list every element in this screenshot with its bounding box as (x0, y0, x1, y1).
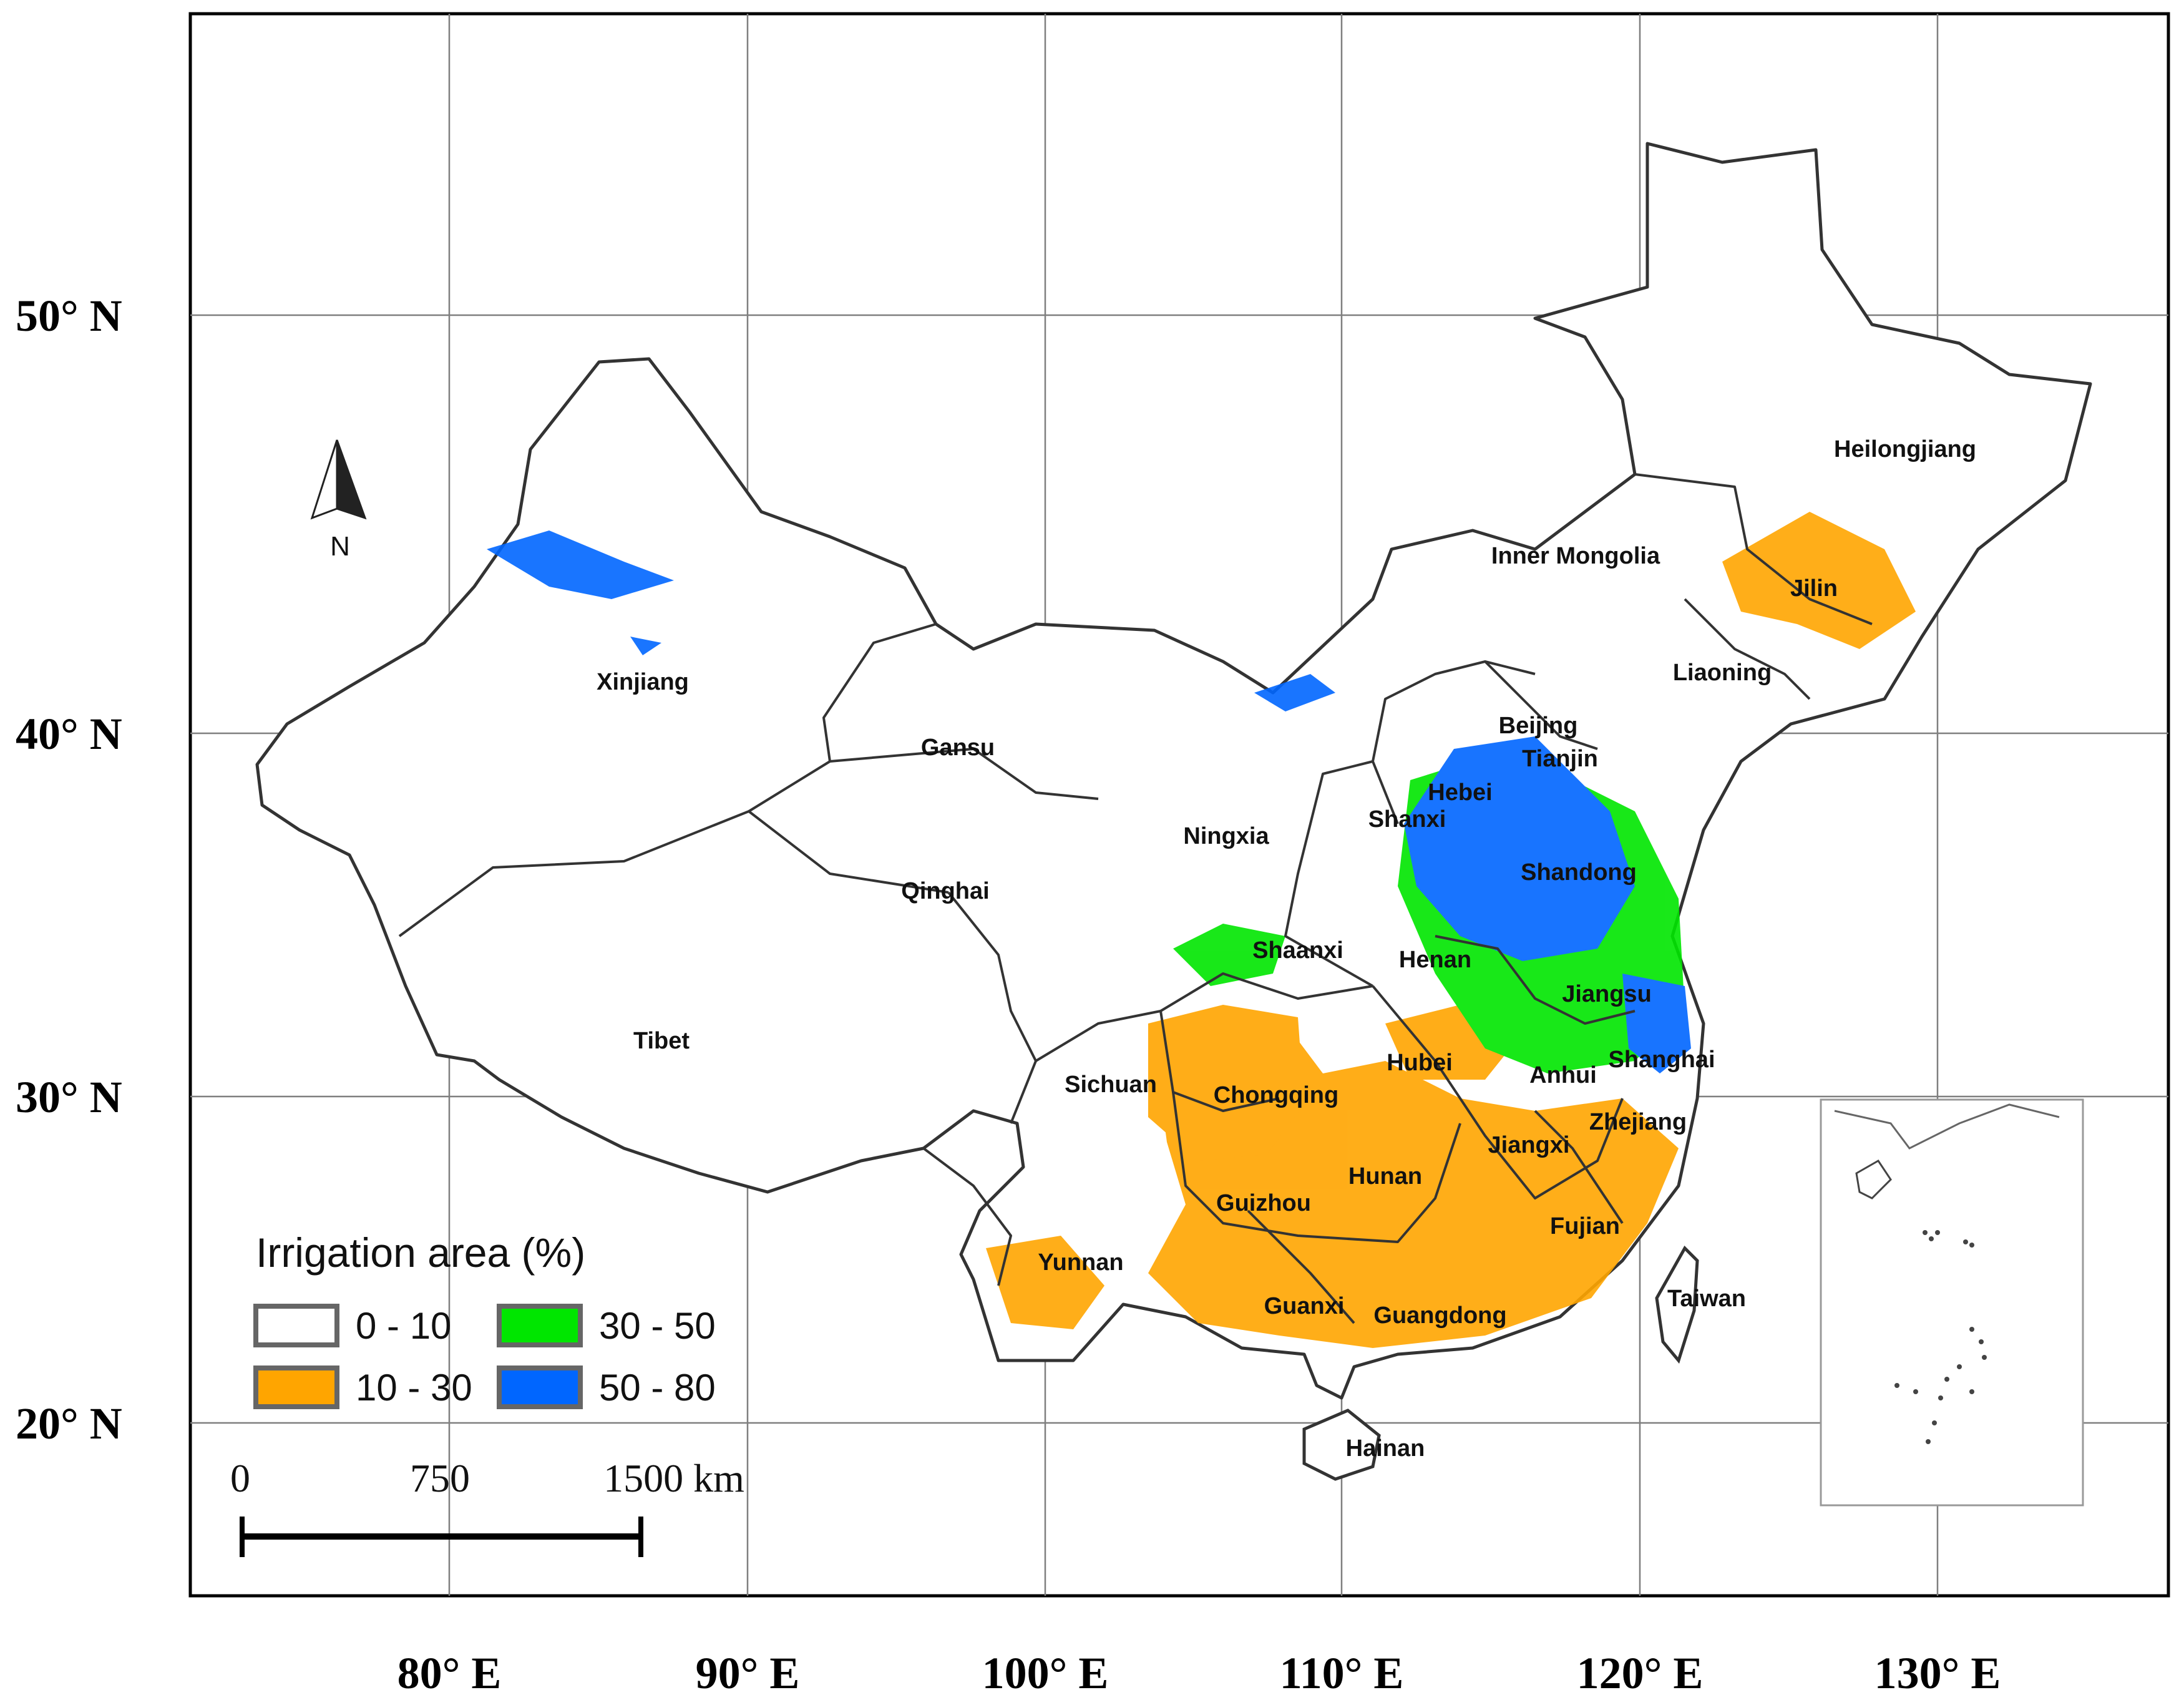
province-label-taiwan: Taiwan (1667, 1286, 1746, 1312)
province-label-liaoning: Liaoning (1673, 660, 1772, 686)
scale-label: 0 (230, 1456, 250, 1500)
legend-swatch-30-50 (497, 1304, 583, 1347)
scale-label: 1500 km (603, 1456, 744, 1500)
irrigation-patch-50-80 (1622, 974, 1691, 1073)
lon-tick-label: 80° E (397, 1648, 502, 1698)
irrigation-patch-30-50 (1173, 924, 1285, 986)
inset-islands (1894, 1230, 1987, 1444)
province-label-guanxi: Guanxi (1264, 1293, 1345, 1319)
province-label-chongqing: Chongqing (1214, 1082, 1338, 1108)
province-label-henan: Henan (1399, 947, 1471, 973)
legend-swatch-50-80 (497, 1365, 583, 1409)
scale-bar: 0 750 1500 km (230, 1456, 744, 1557)
province-label-fujian: Fujian (1550, 1213, 1620, 1239)
province-label-yunnan: Yunnan (1038, 1249, 1123, 1276)
north-arrow-icon: N (310, 439, 367, 562)
irrigation-patch-10-30 (1148, 1005, 1304, 1161)
province-label-shanxi: Shanxi (1368, 806, 1446, 833)
legend-title: Irrigation area (%) (256, 1229, 585, 1276)
province-label-zhejiang: Zhejiang (1589, 1109, 1687, 1135)
legend-label: 50 - 80 (599, 1367, 716, 1409)
lon-tick-label: 130° E (1874, 1648, 2001, 1698)
province-label-jiangsu: Jiangsu (1562, 981, 1652, 1007)
irrigation-layer (487, 512, 1916, 1348)
province-label-guizhou: Guizhou (1216, 1190, 1311, 1216)
province-label-hainan: Hainan (1346, 1435, 1425, 1462)
lat-tick-label: 40° N (16, 709, 122, 759)
province-label-anhui: Anhui (1529, 1062, 1597, 1088)
province-label-jiangxi: Jiangxi (1488, 1132, 1570, 1158)
province-label-heilongjiang: Heilongjiang (1834, 436, 1976, 462)
province-label-hebei: Hebei (1428, 779, 1492, 806)
province-label-xinjiang: Xinjiang (597, 669, 689, 695)
inset-hainan (1855, 1160, 1892, 1199)
province-label-shanghai: Shanghai (1608, 1047, 1715, 1073)
province-label-hunan: Hunan (1348, 1163, 1422, 1190)
legend-label: 0 - 10 (356, 1305, 451, 1347)
lat-tick-label: 50° N (16, 291, 122, 341)
lon-tick-label: 110° E (1280, 1648, 1404, 1698)
province-label-jilin: Jilin (1790, 575, 1838, 602)
irrigation-patch-10-30 (986, 1236, 1104, 1329)
china-outline (255, 142, 2092, 1400)
legend-swatch-0-10 (253, 1304, 339, 1347)
irrigation-patch-50-80 (630, 637, 661, 655)
irrigation-patch-50-80 (487, 530, 674, 599)
province-label-shandong: Shandong (1521, 859, 1637, 886)
province-label-qinghai: Qinghai (901, 878, 989, 904)
lon-tick-label: 100° E (982, 1648, 1109, 1698)
province-label-inner-mongolia: Inner Mongolia (1491, 543, 1660, 569)
irrigation-patch-10-30 (1722, 512, 1916, 649)
inset-coastline (1834, 1103, 2060, 1150)
lat-tick-label: 30° N (16, 1072, 122, 1122)
legend: Irrigation area (%) 0 - 10 10 - 30 30 - … (253, 1229, 716, 1409)
province-label-gansu: Gansu (921, 735, 995, 761)
north-label: N (330, 531, 350, 562)
province-borders (398, 473, 1873, 1324)
irrigation-patch-50-80 (1404, 736, 1635, 961)
province-label-beijing: Beijing (1499, 713, 1578, 739)
south-china-sea-inset (1820, 1098, 2084, 1507)
irrigation-patch-50-80 (1254, 674, 1335, 711)
province-label-sichuan: Sichuan (1065, 1072, 1157, 1098)
province-label-ningxia: Ningxia (1183, 823, 1269, 849)
lon-tick-label: 120° E (1577, 1648, 1704, 1698)
scale-label: 750 (410, 1456, 470, 1500)
lon-tick-label: 90° E (696, 1648, 800, 1698)
taiwan-island (1655, 1245, 1699, 1364)
legend-label: 30 - 50 (599, 1305, 716, 1347)
hainan-island (1302, 1409, 1381, 1481)
legend-swatch-10-30 (253, 1365, 339, 1409)
province-label-guangdong: Guangdong (1373, 1302, 1506, 1329)
province-label-tianjin: Tianjin (1522, 746, 1598, 772)
province-label-shaanxi: Shaanxi (1252, 937, 1343, 964)
legend-label: 10 - 30 (356, 1367, 472, 1409)
lat-tick-label: 20° N (16, 1399, 122, 1449)
province-label-tibet: Tibet (633, 1028, 690, 1054)
province-label-hubei: Hubei (1387, 1050, 1453, 1076)
